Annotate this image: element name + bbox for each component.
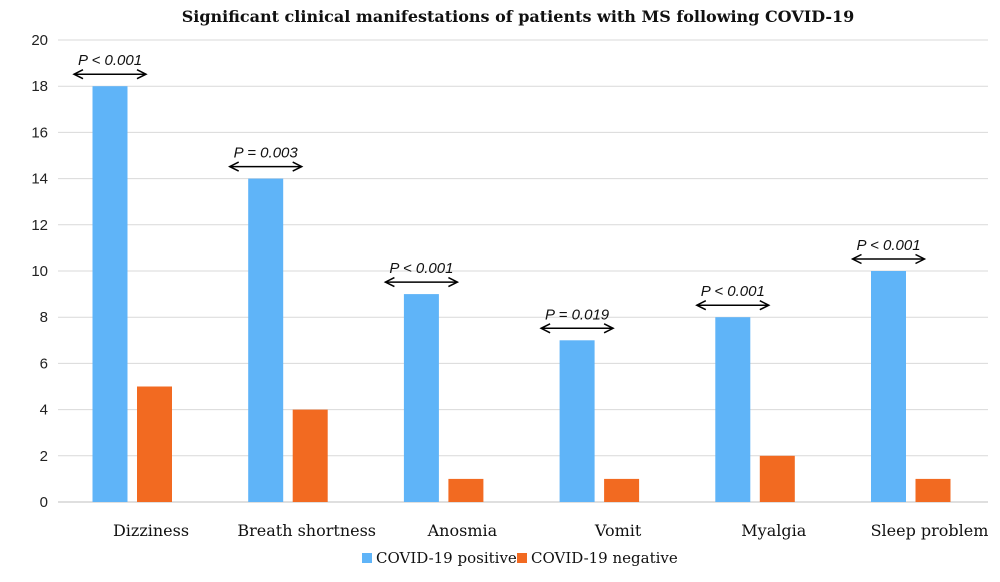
p-value-label: P = 0.003 [234, 145, 299, 162]
y-tick-label: 16 [31, 124, 48, 141]
p-value-arrowhead-left [228, 161, 240, 172]
legend-label: COVID-19 positive [376, 549, 517, 567]
bar-negative-1 [292, 409, 328, 502]
chart-title: Significant clinical manifestations of p… [182, 7, 855, 26]
y-tick-label: 8 [40, 309, 48, 326]
y-tick-label: 14 [31, 171, 48, 188]
p-value-label: P < 0.001 [701, 283, 765, 300]
p-value-label: P = 0.019 [545, 306, 610, 323]
bars [92, 86, 951, 502]
x-tick-label: Myalgia [741, 521, 806, 540]
y-axis: 0 2 4 6 8 10 12 14 16 18 20 [31, 32, 48, 511]
legend-swatch-0 [362, 553, 372, 563]
bar-positive-0 [92, 86, 128, 502]
p-value-arrowhead-left [72, 69, 84, 80]
y-tick-label: 18 [31, 78, 48, 95]
y-tick-label: 6 [40, 355, 48, 372]
x-tick-label: Breath shortness [237, 521, 376, 540]
p-value-label: P < 0.001 [78, 52, 142, 69]
bar-negative-2 [448, 478, 484, 502]
bar-positive-3 [559, 340, 595, 502]
p-value-arrowhead-left [539, 323, 551, 334]
y-tick-label: 4 [40, 402, 48, 419]
legend: COVID-19 positive COVID-19 negative [362, 549, 678, 567]
p-value-annotations: P < 0.001 P = 0.003 P < 0.001 P = 0.019 P < … [72, 52, 927, 334]
p-value-arrowhead-left [850, 253, 862, 265]
x-tick-label: Dizziness [113, 521, 189, 540]
y-tick-label: 12 [31, 217, 48, 234]
bar-negative-3 [604, 478, 640, 502]
bar-negative-5 [915, 478, 951, 502]
x-tick-label: Vomit [594, 521, 642, 540]
p-value-arrowhead-right [136, 69, 148, 80]
x-axis: Dizziness Breath shortness Anosmia Vomit Mya… [113, 521, 989, 540]
y-tick-label: 0 [40, 494, 48, 511]
p-value-label: P < 0.001 [856, 237, 920, 254]
x-tick-label: Anosmia [427, 521, 498, 540]
y-tick-label: 20 [31, 32, 48, 49]
bar-positive-1 [248, 178, 284, 502]
p-value-arrowhead-right [915, 253, 927, 265]
gridlines [58, 39, 988, 503]
bar-positive-5 [871, 271, 906, 502]
p-value-label: P < 0.001 [389, 260, 453, 277]
p-value-arrowhead-right [448, 276, 460, 288]
legend-swatch-1 [517, 553, 527, 563]
p-value-arrowhead-right [292, 161, 304, 172]
legend-label: COVID-19 negative [531, 549, 678, 567]
p-value-arrowhead-right [603, 323, 615, 334]
y-tick-label: 10 [31, 263, 48, 280]
y-tick-label: 2 [40, 448, 48, 465]
x-tick-label: Sleep problem [871, 521, 989, 540]
p-value-arrowhead-right [759, 300, 771, 311]
p-value-arrowhead-left [383, 276, 395, 288]
p-value-arrowhead-left [695, 300, 707, 311]
bar-positive-4 [715, 317, 751, 502]
bar-negative-0 [137, 386, 172, 502]
bar-positive-2 [403, 294, 439, 502]
bar-negative-4 [759, 455, 795, 502]
